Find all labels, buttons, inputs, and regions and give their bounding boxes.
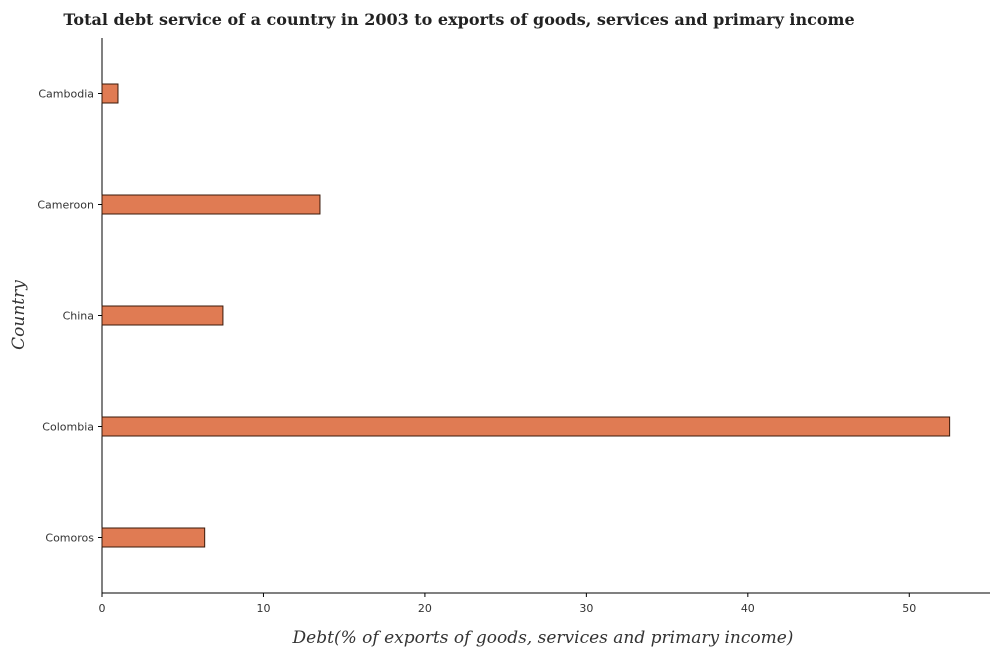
bar-colombia [101, 416, 951, 437]
x-tick-label: 30 [579, 602, 593, 615]
plot-background [102, 38, 990, 593]
y-axis-ticks: Cambodia Cameroon China Colombia Comoros [37, 88, 102, 545]
bar-china [101, 305, 224, 326]
x-axis-label: Debt(% of exports of goods, services and… [292, 628, 794, 648]
bars-group [101, 83, 951, 548]
x-axis-ticks: 0 10 20 30 40 50 [99, 593, 916, 615]
x-tick-label: 40 [741, 602, 755, 615]
chart-title: Total debt service of a country in 2003 … [63, 10, 854, 29]
bar-comoros [101, 527, 206, 548]
x-tick-label: 10 [256, 602, 270, 615]
y-tick-label: Cambodia [38, 88, 94, 101]
y-tick-label: Cameroon [37, 199, 94, 212]
x-tick-label: 20 [418, 602, 432, 615]
plot-area [101, 38, 990, 594]
y-axis-label: Country [9, 280, 29, 350]
y-tick-label: Colombia [42, 421, 94, 434]
bar-cambodia [101, 83, 119, 104]
x-tick-label: 50 [902, 602, 916, 615]
y-tick-label: China [63, 310, 94, 323]
y-tick-label: Comoros [45, 532, 94, 545]
x-tick-label: 0 [99, 602, 106, 615]
bar-cameroon [101, 194, 321, 215]
